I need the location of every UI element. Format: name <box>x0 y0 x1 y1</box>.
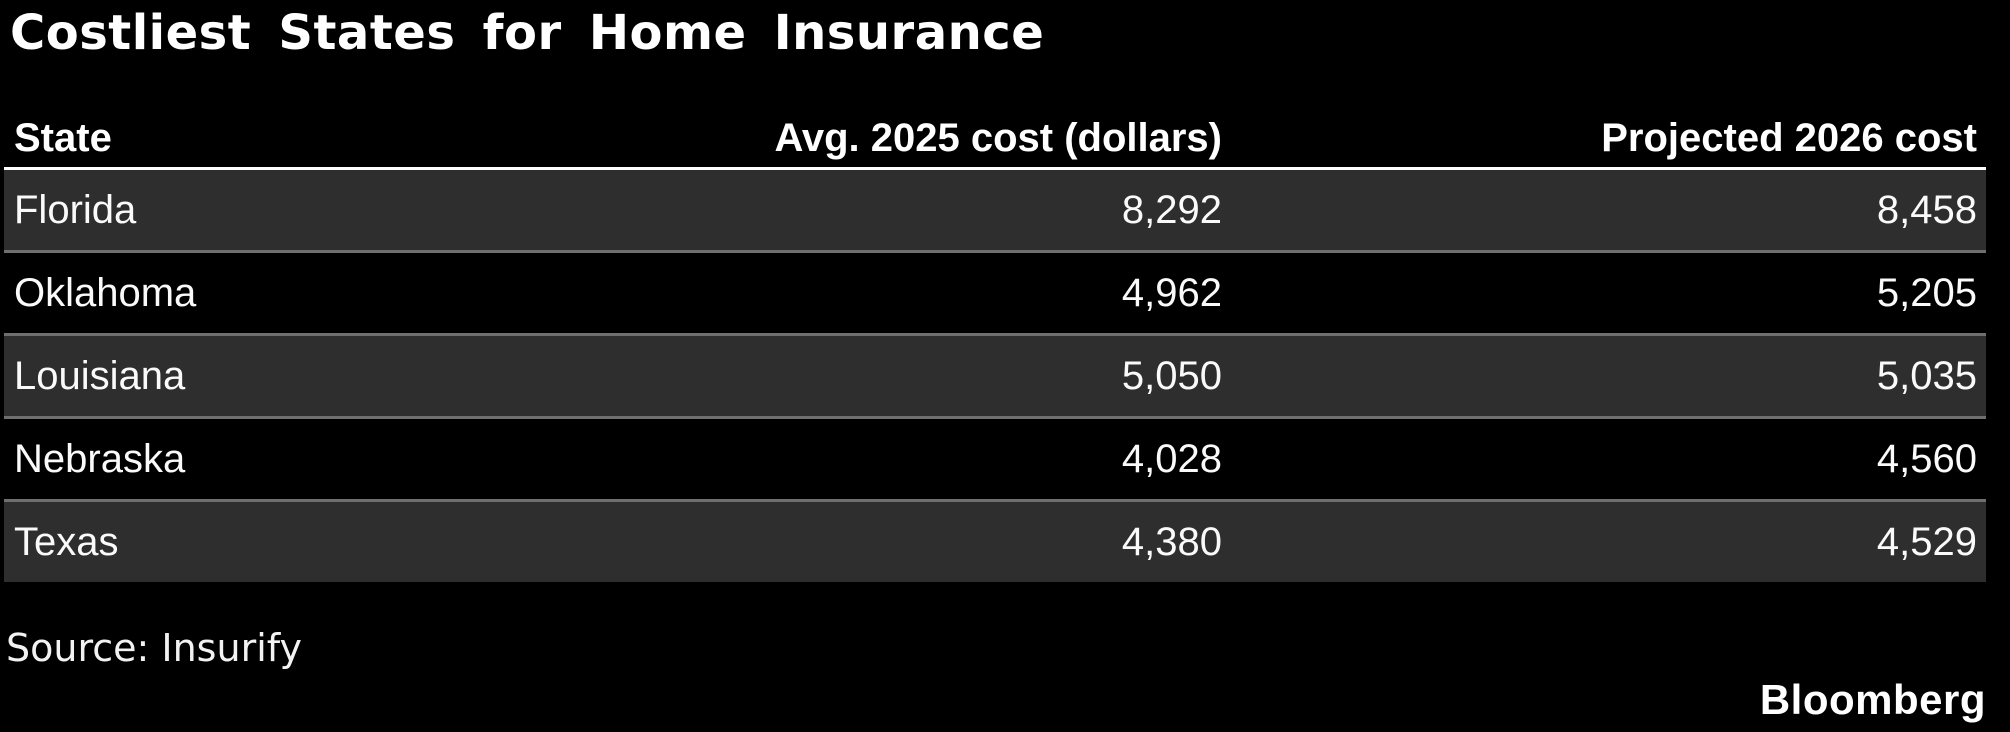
insurance-cost-table: State Avg. 2025 cost (dollars) Projected… <box>4 110 1986 582</box>
table-header-row: State Avg. 2025 cost (dollars) Projected… <box>4 110 1986 170</box>
bloomberg-wordmark: Bloomberg <box>1759 676 1986 723</box>
avg-2025-cost-value: 4,028 <box>1121 436 1222 481</box>
state-name: Florida <box>14 187 137 232</box>
state-name: Oklahoma <box>14 270 197 315</box>
state-name: Louisiana <box>14 353 186 398</box>
table-row-nebraska: Nebraska 4,028 4,560 <box>4 419 1986 502</box>
table-row-oklahoma: Oklahoma 4,962 5,205 <box>4 253 1986 336</box>
page-title: Costliest States for Home Insurance <box>10 5 1045 61</box>
projected-2026-cost-value: 5,205 <box>1876 270 1977 315</box>
source-note: Source: Insurify <box>6 626 302 670</box>
projected-2026-cost-value: 5,035 <box>1876 353 1977 398</box>
column-header-state: State <box>14 116 112 160</box>
column-header-projected-2026-cost: Projected 2026 cost <box>1601 116 1977 160</box>
table-row-florida: Florida 8,292 8,458 <box>4 170 1986 253</box>
avg-2025-cost-value: 5,050 <box>1121 353 1222 398</box>
projected-2026-cost-value: 4,529 <box>1876 519 1977 564</box>
state-name: Nebraska <box>14 436 186 481</box>
projected-2026-cost-value: 4,560 <box>1876 436 1977 481</box>
table-row-texas: Texas 4,380 4,529 <box>4 502 1986 582</box>
avg-2025-cost-value: 4,380 <box>1121 519 1222 564</box>
avg-2025-cost-value: 4,962 <box>1121 270 1222 315</box>
state-name: Texas <box>14 519 119 564</box>
column-header-avg-2025-cost: Avg. 2025 cost (dollars) <box>774 116 1222 160</box>
table-row-louisiana: Louisiana 5,050 5,035 <box>4 336 1986 419</box>
avg-2025-cost-value: 8,292 <box>1121 187 1222 232</box>
projected-2026-cost-value: 8,458 <box>1876 187 1977 232</box>
